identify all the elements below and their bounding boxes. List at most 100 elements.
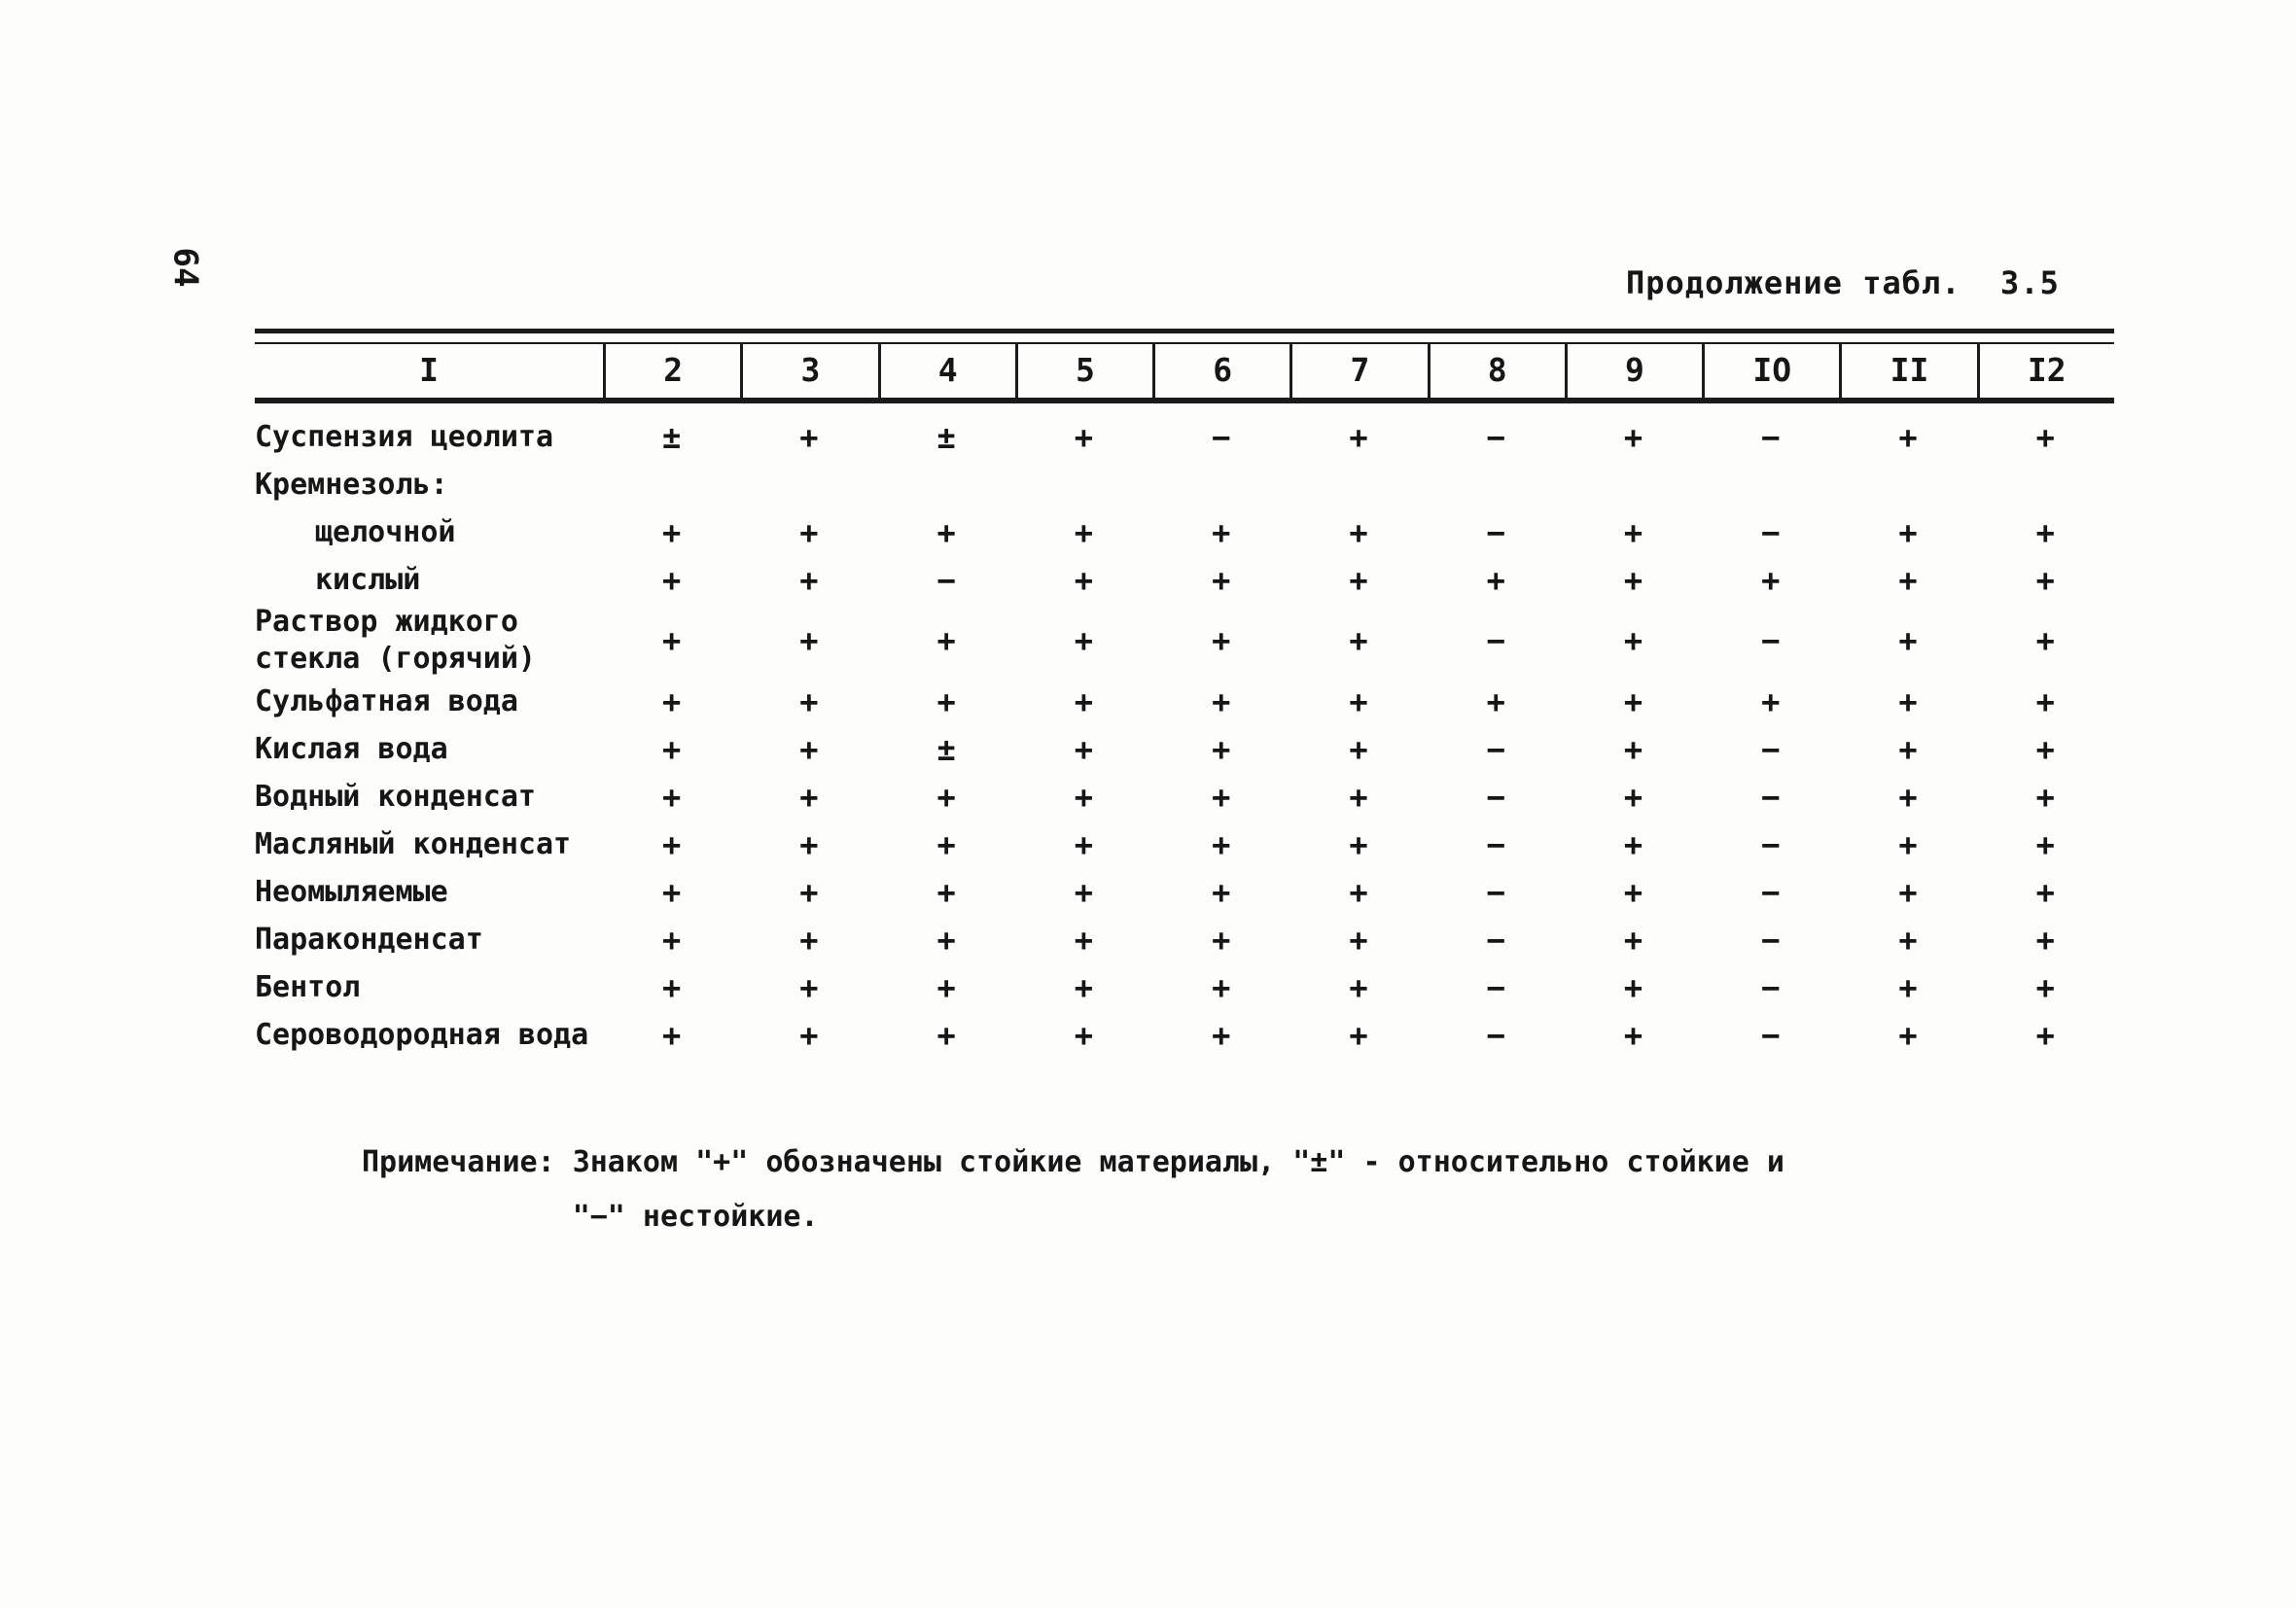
row-value: + <box>1898 825 1918 863</box>
page-number: 64 <box>165 247 205 288</box>
row-label: Неомыляемые <box>255 874 448 909</box>
row-label: Кремнезоль: <box>255 467 448 502</box>
header-cell-4: 4 <box>877 344 1015 398</box>
header-cell-substance: I <box>419 351 439 389</box>
row-value: ± <box>936 418 956 456</box>
row-value: + <box>2035 730 2055 768</box>
row-label: Водный конденсат <box>255 779 536 814</box>
row-value: + <box>1623 730 1643 768</box>
row-value: − <box>1761 418 1781 456</box>
header-cell-9: 9 <box>1564 344 1702 398</box>
row-value: + <box>936 921 956 959</box>
table-row: Кислая вода + + ± + + + − + − + + <box>255 725 2114 773</box>
row-label: Масляный конденсат <box>255 826 572 861</box>
row-value: − <box>1212 418 1231 456</box>
row-value: + <box>662 778 682 816</box>
row-value: + <box>2035 561 2055 599</box>
row-label: кислый <box>315 562 421 597</box>
row-value: + <box>799 873 819 911</box>
row-value: + <box>1212 968 1231 1006</box>
row-value: + <box>1212 1016 1231 1054</box>
row-value: + <box>1349 778 1368 816</box>
row-value: + <box>662 825 682 863</box>
row-value: + <box>936 778 956 816</box>
footnote-text: Знаком "+" обозначены стойкие материалы,… <box>573 1136 1784 1244</box>
header-cell-6: 6 <box>1152 344 1289 398</box>
row-value: − <box>1486 873 1505 911</box>
row-value: ± <box>936 730 956 768</box>
header-cell-8: 8 <box>1427 344 1565 398</box>
row-value: + <box>799 825 819 863</box>
row-value: + <box>1074 561 1094 599</box>
row-value: + <box>1898 921 1918 959</box>
row-label: Сероводородная вода <box>255 1017 589 1052</box>
row-value: + <box>2035 682 2055 720</box>
table-row: кислый + + − + + + + + + + + <box>255 556 2114 604</box>
table-header-row: I 2 3 4 5 6 7 8 9 IO II I2 <box>255 344 2114 403</box>
row-value: + <box>2035 968 2055 1006</box>
row-value: + <box>1349 968 1368 1006</box>
row-value: + <box>799 968 819 1006</box>
row-value: + <box>1761 682 1781 720</box>
row-value: − <box>1486 921 1505 959</box>
row-label: Раствор жидкого стекла (горячий) <box>255 605 536 676</box>
row-value: + <box>799 682 819 720</box>
row-value: + <box>662 513 682 551</box>
row-value: + <box>1074 418 1094 456</box>
row-value: + <box>1898 561 1918 599</box>
table-row: Раствор жидкого стекла (горячий) + + + + + + − +… <box>255 604 2114 678</box>
row-value: − <box>936 561 956 599</box>
table-row: Параконденсат + + + + + + − + − + + <box>255 916 2114 963</box>
row-value: + <box>1349 825 1368 863</box>
row-value: + <box>2035 418 2055 456</box>
row-value: + <box>1074 622 1094 659</box>
row-value: − <box>1761 873 1781 911</box>
row-value: + <box>936 682 956 720</box>
table-row: щелочной + + + + + + − + − + + <box>255 508 2114 556</box>
row-value: + <box>799 561 819 599</box>
row-value: − <box>1761 730 1781 768</box>
row-value: + <box>1349 1016 1368 1054</box>
table-row: Водный конденсат + + + + + + − + − + + <box>255 773 2114 821</box>
row-value: + <box>1898 873 1918 911</box>
footnote-line-1: Знаком "+" обозначены стойкие материалы,… <box>572 1145 1784 1179</box>
row-value: + <box>1898 622 1918 659</box>
row-value: + <box>936 873 956 911</box>
table-row: Суспензия цеолита ± + ± + − + − + − + + <box>255 413 2114 461</box>
row-value: + <box>799 778 819 816</box>
footnote-line-2: "−" нестойкие. <box>572 1200 819 1234</box>
row-value: + <box>1212 513 1231 551</box>
row-value: + <box>1212 622 1231 659</box>
table-top-rule <box>255 329 2114 344</box>
row-label: Кислая вода <box>255 731 448 766</box>
row-value: + <box>936 825 956 863</box>
row-value: + <box>2035 921 2055 959</box>
header-cell-IO: IO <box>1702 344 1839 398</box>
row-value: + <box>1623 682 1643 720</box>
row-value: + <box>1349 561 1368 599</box>
row-label: щелочной <box>315 514 456 549</box>
row-value: + <box>662 873 682 911</box>
table-row: Неомыляемые + + + + + + − + − + + <box>255 868 2114 916</box>
row-value: + <box>1761 561 1781 599</box>
row-value: − <box>1761 778 1781 816</box>
header-cell-I2: I2 <box>1976 344 2114 398</box>
row-value: + <box>1074 778 1094 816</box>
row-value: + <box>1212 561 1231 599</box>
row-value: + <box>662 730 682 768</box>
header-cell-II: II <box>1839 344 1976 398</box>
row-value: + <box>1074 825 1094 863</box>
row-value: + <box>799 921 819 959</box>
row-value: + <box>1486 561 1505 599</box>
row-value: + <box>1074 513 1094 551</box>
row-value: + <box>1349 921 1368 959</box>
row-value: + <box>1349 682 1368 720</box>
row-value: + <box>1212 921 1231 959</box>
row-value: + <box>1623 968 1643 1006</box>
header-cell-3: 3 <box>740 344 877 398</box>
row-value: + <box>1623 921 1643 959</box>
row-value: − <box>1486 418 1505 456</box>
row-value: − <box>1761 622 1781 659</box>
table-row: Бентол + + + + + + − + − + + <box>255 963 2114 1011</box>
